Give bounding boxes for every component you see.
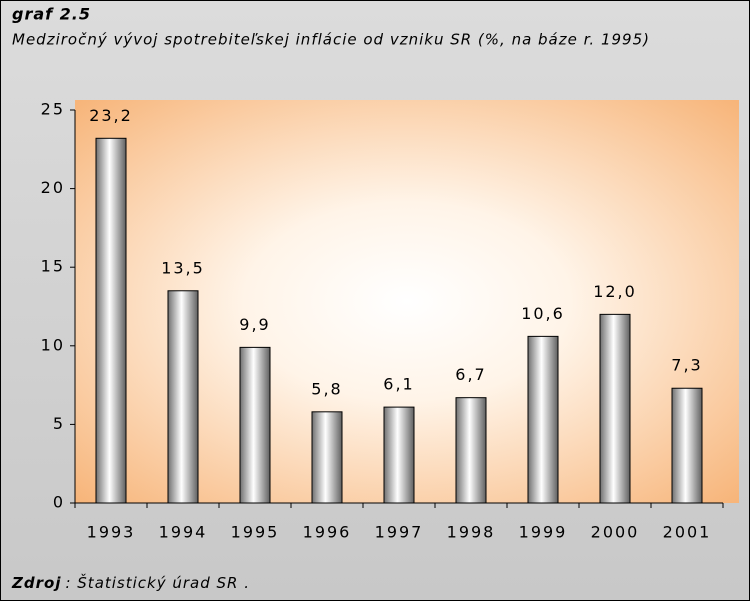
y-tick-label: 10 (41, 335, 65, 354)
x-tick-label: 1995 (231, 523, 280, 542)
data-label: 23,2 (89, 106, 133, 125)
data-label: 13,5 (161, 258, 205, 277)
data-label: 12,0 (593, 282, 637, 301)
y-tick-label: 25 (41, 100, 65, 119)
bar (311, 411, 343, 504)
chart-title: graf 2.5 (12, 5, 91, 24)
y-tick-label: 5 (53, 414, 65, 433)
source: Zdroj: Štatistický úrad SR . (11, 573, 250, 592)
bar (527, 335, 559, 504)
chart-subtitle: Medziročný vývoj spotrebiteľskej infláci… (12, 31, 650, 49)
x-tick-label: 1996 (303, 523, 352, 542)
data-label: 9,9 (239, 315, 270, 334)
y-tick-label: 20 (41, 178, 65, 197)
bar (95, 137, 127, 504)
x-tick-label: 1998 (447, 523, 496, 542)
data-label: 5,8 (311, 379, 342, 398)
x-tick-label: 1999 (519, 523, 568, 542)
x-tick-label: 2000 (591, 523, 640, 542)
bar (599, 313, 631, 504)
bar (455, 397, 487, 504)
source-label: Zdroj (11, 574, 61, 592)
x-tick-label: 1994 (159, 523, 208, 542)
bar (239, 346, 271, 504)
data-label: 6,7 (455, 365, 486, 384)
bar (167, 290, 199, 504)
data-label: 7,3 (671, 356, 702, 375)
data-label: 6,1 (383, 375, 414, 394)
y-tick-label: 15 (41, 257, 65, 276)
bar (383, 406, 415, 504)
x-tick-label: 2001 (663, 523, 712, 542)
source-text: : Štatistický úrad SR . (65, 573, 250, 592)
x-tick-label: 1993 (87, 523, 136, 542)
x-tick-label: 1997 (375, 523, 424, 542)
data-label: 10,6 (521, 304, 565, 323)
bar (671, 387, 703, 504)
y-tick-label: 0 (53, 493, 65, 512)
